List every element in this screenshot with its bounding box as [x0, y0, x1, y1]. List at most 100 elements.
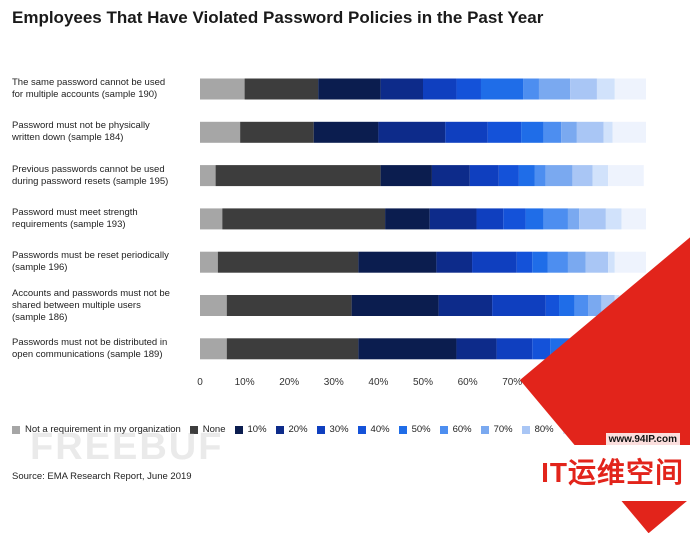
bar-segment-row2-100- [612, 121, 646, 143]
bar-segment-row7-none [226, 338, 359, 360]
category-label: Accounts and passwords must not be shared… [12, 288, 197, 324]
bar-segment-row6-60- [574, 295, 589, 316]
bar-segment-row3-30- [469, 165, 499, 187]
brand-url[interactable]: www.94IP.com [605, 433, 680, 446]
legend-label: 50% [411, 424, 431, 435]
category-label-line: open communications (sample 189) [12, 348, 163, 360]
bar-segment-row1-10- [318, 78, 381, 100]
x-tick-label: 0 [197, 377, 203, 388]
category-label-line: Previous passwords cannot be used [12, 163, 165, 175]
bar-segment-row2-70- [561, 121, 577, 143]
bar-segment-row1-100- [614, 78, 646, 100]
bar-segment-row4-none [222, 208, 386, 230]
legend-item: 10% [234, 424, 267, 435]
legend-swatch [316, 425, 325, 434]
bar-segment-row3-90- [592, 165, 609, 187]
category-label-line: Password must not be physically [12, 120, 150, 132]
legend-item: 50% [398, 424, 431, 435]
bar-segment-row4-not-a-requirement-in-my-organization [200, 208, 223, 230]
legend-item: Not a requirement in my organization [12, 424, 181, 435]
x-tick-label: 50% [413, 377, 433, 388]
bar-segment-row5-80- [585, 251, 609, 273]
legend-swatch [234, 425, 243, 434]
category-label-line: for multiple accounts (sample 190) [12, 89, 158, 100]
category-label-line: during password resets (sample 195) [12, 175, 169, 187]
bar-segment-row6-40- [545, 295, 560, 316]
chart-title: Employees That Have Violated Password Po… [12, 8, 544, 27]
bar-segment-row6-20- [438, 295, 493, 316]
category-label: Password must meet strength requirements … [12, 207, 197, 231]
legend-swatch [275, 425, 284, 434]
bar-segment-row5-60- [547, 251, 568, 273]
legend-label: Not a requirement in my organization [25, 424, 181, 435]
bar-segment-row2-none [240, 121, 314, 143]
legend-item: 20% [275, 424, 308, 435]
x-tick-label: 30% [324, 377, 344, 388]
bar-segment-row1-not-a-requirement-in-my-organization [200, 78, 245, 100]
bar-segment-row7-not-a-requirement-in-my-organization [200, 338, 227, 360]
legend-swatch [398, 425, 407, 434]
legend-item: 40% [357, 424, 390, 435]
bar-segment-row1-30- [423, 78, 457, 100]
bar-segment-row1-20- [380, 78, 423, 100]
bar-segment-row6-10- [351, 295, 439, 316]
legend: Not a requirement in my organization None… [12, 424, 650, 437]
bar-segment-row3-20- [431, 165, 470, 187]
legend-label: 10% [247, 424, 267, 435]
bar-segment-row4-70- [567, 208, 580, 230]
bar-segment-row5-90- [608, 251, 615, 273]
category-label-line: shared between multiple users [12, 299, 141, 311]
bar-segment-row4-100- [621, 208, 646, 230]
legend-item: None [189, 424, 226, 435]
brand-box [540, 445, 690, 501]
legend-swatch [521, 425, 530, 434]
x-tick-label: 60% [458, 377, 478, 388]
bar-segment-row2-60- [543, 121, 562, 143]
legend-label: 30% [329, 424, 349, 435]
legend-label: 20% [288, 424, 308, 435]
legend-label: None [202, 424, 226, 435]
bar-segment-row3-10- [380, 165, 432, 187]
category-label-line: Password must meet strength [12, 206, 138, 218]
legend-swatch [357, 425, 366, 434]
bar-segment-row5-10- [358, 251, 437, 273]
stacked-bar-chart: 010%20%30%40%50%60%70%80%90%100% [197, 78, 659, 388]
legend-item: 30% [316, 424, 349, 435]
bar-segment-row4-10- [385, 208, 430, 230]
bar-segment-row2-50- [521, 121, 544, 143]
category-label-line: requirements (sample 193) [12, 218, 126, 230]
bar-segment-row2-10- [313, 121, 379, 143]
bar-segment-row4-90- [605, 208, 622, 230]
x-tick-label: 40% [368, 377, 388, 388]
category-label: Passwords must not be distributed in open… [12, 337, 197, 361]
bar-segment-row4-80- [579, 208, 606, 230]
bar-segment-row7-30- [496, 338, 533, 360]
bar-group [200, 78, 646, 360]
bar-segment-row6-30- [492, 295, 546, 316]
bar-segment-row1-70- [538, 78, 571, 100]
category-label: Previous passwords cannot be used during … [12, 164, 197, 188]
bar-segment-row3-60- [534, 165, 546, 187]
bar-segment-row5-70- [567, 251, 586, 273]
x-tick-label: 20% [279, 377, 299, 388]
category-label-line: written down (sample 184) [12, 132, 124, 144]
category-label-line: The same password cannot be used [12, 77, 166, 88]
bar-segment-row5-100- [614, 251, 646, 273]
bar-segment-row6-none [226, 295, 352, 316]
bar-segment-row2-40- [487, 121, 522, 143]
bar-segment-row5-none [217, 251, 359, 273]
category-label-line: Passwords must be reset periodically [12, 250, 169, 262]
bar-segment-row4-20- [429, 208, 477, 230]
bar-segment-row2-80- [576, 121, 604, 143]
legend-swatch [12, 425, 20, 434]
bar-segment-row4-40- [503, 208, 526, 230]
bar-segment-row5-20- [436, 251, 473, 273]
bar-segment-row6-not-a-requirement-in-my-organization [200, 295, 227, 316]
bar-segment-row3-50- [518, 165, 535, 187]
x-tick-label: 10% [235, 377, 255, 388]
legend-label: 70% [493, 424, 513, 435]
bar-segment-row1-80- [570, 78, 597, 100]
bar-segment-row2-not-a-requirement-in-my-organization [200, 121, 241, 143]
legend-item: 70% [480, 424, 513, 435]
category-label: Passwords must be reset periodically (sam… [12, 250, 197, 274]
